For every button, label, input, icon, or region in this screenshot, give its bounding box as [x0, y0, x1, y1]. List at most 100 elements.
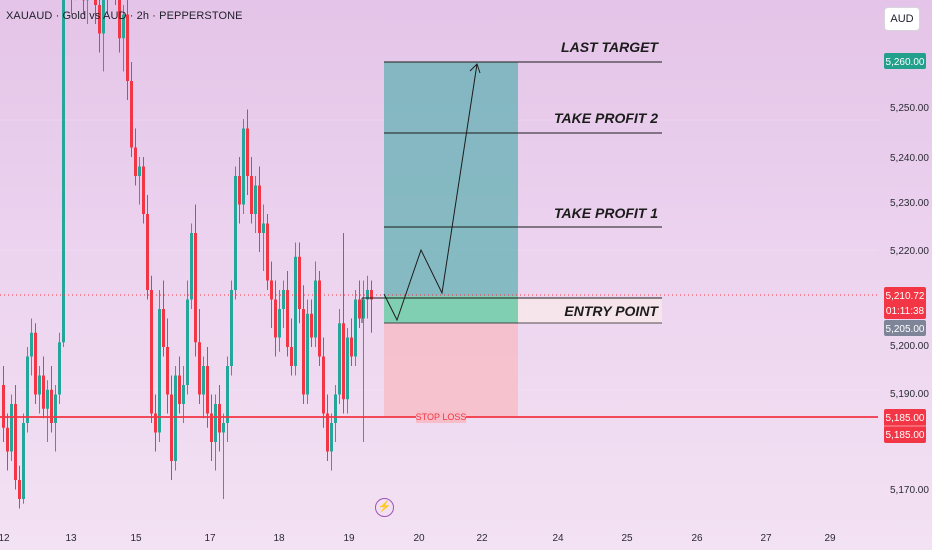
x-tick-20: 20 [413, 533, 425, 544]
candle-body [246, 128, 249, 176]
candle-body [302, 309, 305, 395]
x-tick-26: 26 [691, 533, 703, 544]
candle-body [250, 176, 253, 214]
candle-body [310, 313, 313, 338]
candle-body [350, 337, 353, 357]
candle-body [214, 404, 217, 442]
candle-body [210, 413, 213, 442]
candle-body [258, 185, 261, 233]
candle-body [290, 347, 293, 366]
candle-body [354, 299, 357, 357]
loss-zone[interactable] [384, 323, 518, 417]
y-tick-5250: 5,250.00 [890, 103, 929, 114]
candle-body [218, 404, 221, 433]
stop-loss-label-bg [416, 411, 466, 423]
current-price-badge: 5,210.72 01:11:38 [884, 287, 926, 319]
entry-price-badge: 5,205.00 [884, 320, 926, 336]
candle-body [62, 0, 65, 343]
price-axis[interactable]: 5,250.00 5,240.00 5,230.00 5,220.00 5,20… [890, 103, 929, 496]
x-tick-24: 24 [552, 533, 564, 544]
candle-body [138, 166, 141, 176]
candle-body [346, 337, 349, 400]
candle-body [194, 233, 197, 343]
candle-body [98, 5, 101, 34]
entry-label-box [518, 298, 662, 323]
candle-body [170, 394, 173, 461]
candle-body [242, 128, 245, 205]
candle-body [330, 423, 333, 452]
candle-body [54, 394, 57, 423]
candle-body [22, 423, 25, 499]
candle-body [158, 309, 161, 433]
candle-body [314, 280, 317, 338]
candle-body [206, 366, 209, 414]
y-tick-5240: 5,240.00 [890, 153, 929, 164]
candle-body [18, 480, 21, 499]
y-tick-5230: 5,230.00 [890, 198, 929, 209]
candle-body [322, 356, 325, 414]
candle-body [46, 389, 49, 409]
candle-body [134, 147, 137, 176]
candle-body [118, 0, 121, 39]
currency-button[interactable]: AUD [884, 7, 920, 31]
candle-body [262, 223, 265, 233]
candle-body [186, 299, 189, 385]
candle-body [34, 332, 37, 395]
candle-body [42, 375, 45, 409]
entry-point-label: ENTRY POINT [564, 303, 659, 319]
candle-body [226, 366, 229, 423]
symbol-header[interactable]: XAUAUD · Gold vs AUD · 2h · PEPPERSTONE [6, 10, 243, 22]
current-price-text: 5,210.72 [886, 291, 925, 302]
candle-body [318, 280, 321, 357]
stop-loss-price-badge: 5,185.00 5,185.00 [884, 409, 926, 443]
last-target-label: LAST TARGET [561, 39, 659, 55]
candle-body [150, 290, 153, 414]
candle-body [102, 0, 105, 34]
y-tick-5170: 5,170.00 [890, 485, 929, 496]
x-tick-29: 29 [824, 533, 836, 544]
candle-body [166, 347, 169, 395]
candle-body [182, 385, 185, 404]
candle-body [358, 299, 361, 319]
candle-body [26, 356, 29, 423]
entry-zone[interactable] [384, 296, 518, 323]
profit-zone[interactable] [384, 62, 518, 323]
x-tick-15: 15 [130, 533, 142, 544]
countdown-text: 01:11:38 [886, 306, 925, 317]
candle-body [126, 14, 129, 81]
candle-body [30, 332, 33, 357]
x-tick-25: 25 [621, 533, 633, 544]
candle-body [366, 290, 369, 300]
candle-body [146, 214, 149, 290]
candle-body [174, 375, 177, 461]
candle-body [14, 404, 17, 480]
candle-body [370, 290, 373, 300]
candle-body [298, 256, 301, 309]
time-axis[interactable]: 12 13 15 17 18 19 20 22 24 25 26 27 29 [0, 533, 836, 544]
candle-body [282, 290, 285, 309]
x-tick-27: 27 [760, 533, 772, 544]
candle-body [306, 313, 309, 395]
last-target-price-badge: 5,260.00 [884, 53, 926, 69]
candle-body [278, 309, 281, 338]
take-profit-2-label: TAKE PROFIT 2 [554, 110, 658, 126]
candle-body [10, 404, 13, 452]
candle-body [38, 375, 41, 395]
take-profit-1-label: TAKE PROFIT 1 [554, 205, 658, 221]
x-tick-12: 12 [0, 533, 10, 544]
lightning-icon[interactable]: ⚡ [375, 498, 394, 517]
candle-body [198, 342, 201, 395]
candle-body [274, 299, 277, 338]
stop-loss-price-text-2: 5,185.00 [886, 430, 925, 441]
candle-body [342, 323, 345, 400]
x-tick-18: 18 [273, 533, 285, 544]
x-tick-19: 19 [343, 533, 355, 544]
candle-body [2, 385, 5, 428]
candle-body [190, 233, 193, 300]
candle-body [202, 366, 205, 395]
stop-loss-price-text-1: 5,185.00 [886, 413, 925, 424]
candle-body [58, 342, 61, 395]
candles [2, 0, 373, 509]
y-tick-5200: 5,200.00 [890, 341, 929, 352]
